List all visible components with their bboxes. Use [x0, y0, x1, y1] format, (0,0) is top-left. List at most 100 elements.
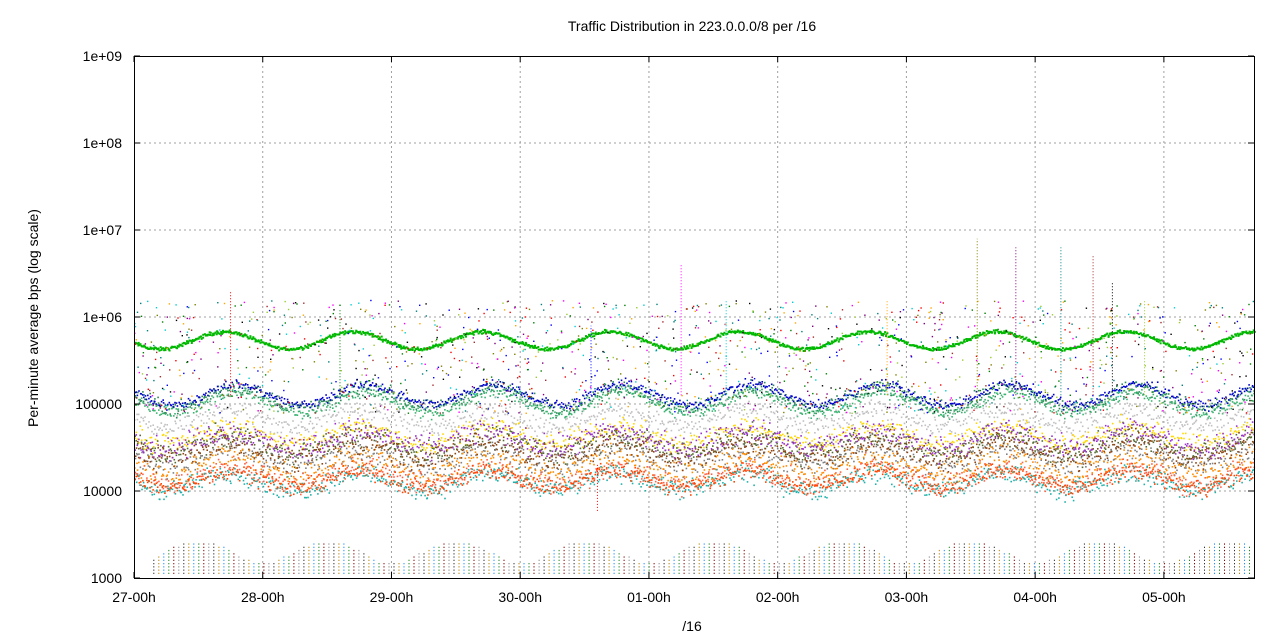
data-point	[708, 409, 711, 412]
data-point	[335, 415, 337, 417]
data-point	[1121, 392, 1123, 394]
data-point	[601, 389, 603, 392]
data-point	[1101, 401, 1103, 404]
data-point	[957, 343, 960, 346]
data-point	[342, 408, 344, 411]
data-point	[1181, 424, 1183, 426]
data-point	[406, 404, 408, 407]
data-point	[1166, 342, 1169, 345]
data-point	[719, 335, 722, 338]
data-point	[358, 331, 361, 334]
data-point	[798, 397, 801, 400]
data-point	[486, 383, 488, 385]
data-point	[584, 391, 587, 393]
data-point	[652, 399, 654, 402]
data-point	[1126, 385, 1128, 387]
data-point	[1206, 418, 1209, 421]
data-point	[1179, 401, 1181, 404]
data-point	[152, 452, 154, 454]
data-point	[793, 417, 795, 419]
data-point	[947, 411, 949, 414]
data-point	[490, 331, 492, 334]
data-point	[715, 405, 718, 407]
data-point	[1033, 391, 1036, 394]
data-point	[1203, 413, 1205, 416]
data-point	[1167, 422, 1169, 424]
data-point	[418, 349, 421, 352]
data-point	[869, 331, 871, 334]
data-point	[706, 339, 709, 342]
data-point	[244, 333, 246, 336]
data-point	[1188, 404, 1190, 406]
data-point	[749, 382, 752, 384]
data-point	[930, 349, 933, 352]
data-point	[1022, 393, 1024, 396]
data-point	[780, 393, 783, 395]
data-point	[328, 396, 331, 399]
data-point	[903, 391, 906, 394]
data-point	[789, 346, 792, 349]
data-point	[601, 388, 604, 391]
data-point	[136, 438, 139, 440]
data-point	[1098, 426, 1101, 428]
data-point	[1219, 340, 1222, 343]
data-point	[257, 385, 259, 388]
data-point	[1012, 383, 1014, 386]
data-point	[1085, 404, 1087, 406]
data-point	[914, 397, 917, 400]
data-point	[1232, 335, 1235, 338]
data-point	[765, 416, 768, 418]
data-point	[866, 386, 868, 389]
data-point	[676, 348, 679, 351]
data-point	[1165, 393, 1168, 395]
data-point	[419, 406, 421, 409]
data-point	[1097, 408, 1100, 411]
data-point	[377, 394, 380, 397]
data-point	[1230, 334, 1233, 337]
data-point	[362, 388, 364, 390]
data-point	[526, 400, 528, 403]
data-point	[1067, 408, 1070, 411]
data-point	[536, 435, 538, 437]
data-point	[1071, 410, 1074, 413]
data-point	[656, 410, 658, 413]
data-point	[976, 396, 979, 398]
data-point	[639, 395, 642, 397]
data-point	[993, 385, 995, 388]
data-point	[691, 345, 694, 348]
data-point	[202, 413, 204, 416]
data-point	[249, 404, 252, 407]
data-point	[260, 341, 263, 344]
data-point	[948, 417, 950, 419]
data-point	[396, 345, 399, 348]
data-point	[189, 442, 191, 444]
data-point	[333, 335, 336, 338]
data-point	[831, 414, 833, 416]
data-point	[237, 332, 239, 335]
data-point	[1114, 388, 1116, 390]
data-point	[786, 426, 788, 429]
data-point	[1214, 403, 1217, 405]
data-point	[1233, 402, 1236, 404]
data-point	[344, 390, 347, 392]
data-point	[926, 406, 928, 409]
data-point	[158, 429, 160, 431]
data-point	[835, 410, 837, 413]
data-point	[177, 427, 180, 429]
data-point	[191, 402, 194, 405]
data-point	[541, 410, 543, 412]
data-point	[699, 426, 701, 428]
data-point	[192, 412, 195, 414]
data-point	[688, 424, 690, 426]
data-point	[524, 398, 527, 401]
data-point	[738, 383, 741, 386]
data-point	[646, 340, 648, 343]
data-point	[881, 379, 883, 381]
data-point	[577, 405, 580, 407]
data-point	[582, 394, 584, 397]
data-point	[671, 413, 674, 415]
data-point	[1086, 405, 1088, 407]
data-point	[709, 400, 711, 403]
data-point	[336, 395, 339, 397]
data-point	[705, 399, 708, 401]
